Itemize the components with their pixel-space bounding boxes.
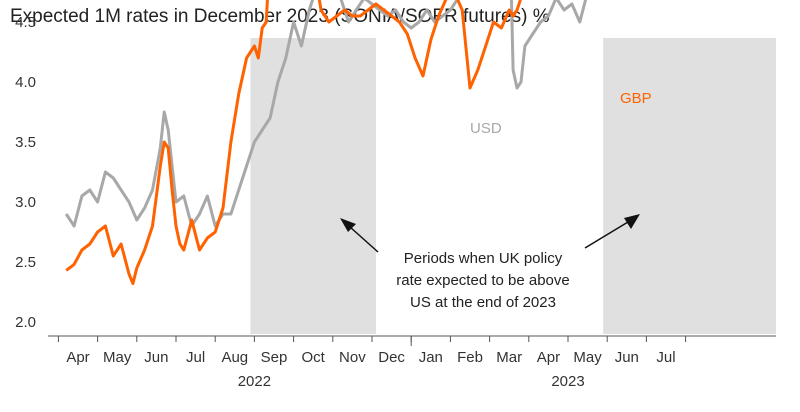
x-tick-label: Oct	[302, 349, 326, 366]
annotation-line: rate expected to be above	[396, 272, 569, 289]
series-labels: GBP USD	[470, 90, 652, 137]
y-tick: 3.0	[15, 194, 36, 211]
x-tick-label: Mar	[496, 349, 522, 366]
x-tick-label: Jan	[419, 349, 443, 366]
x-tick-label: Jul	[186, 349, 205, 366]
arrow-head-left	[340, 218, 356, 232]
x-tick-label: Apr	[537, 349, 560, 366]
x-tick-label: Apr	[66, 349, 89, 366]
x-tick-label: Jun	[615, 349, 639, 366]
y-tick: 3.5	[15, 134, 36, 151]
annotation-line: Periods when UK policy	[404, 250, 563, 267]
legend-label-gbp: GBP	[620, 90, 652, 107]
x-tick-label: Nov	[339, 349, 366, 366]
x-tick-label: May	[103, 349, 132, 366]
y-tick-label: 4.5	[15, 14, 36, 31]
x-tick-label: Sep	[261, 349, 288, 366]
x-tick-label: Jun	[144, 349, 168, 366]
y-tick-label: 2.5	[15, 254, 36, 271]
legend-label-usd: USD	[470, 120, 502, 137]
x-axis: Apr May Jun Jul Aug Sep Oct Nov Dec Jan Feb Mar Apr M…	[48, 335, 776, 390]
year-label: 2023	[551, 373, 584, 390]
x-tick-label: Aug	[221, 349, 248, 366]
shaded-period-2	[603, 38, 776, 334]
annotation-line: US at the end of 2023	[410, 294, 556, 311]
arrow-head-right	[624, 214, 640, 229]
annotation-arrow-right	[584, 221, 629, 249]
y-tick-label: 2.0	[15, 314, 36, 331]
y-axis-ticks: 2.02.53.03.54.04.55.05.56.06.5	[15, 14, 36, 331]
year-label: 2022	[238, 373, 271, 390]
y-tick: 2.0	[15, 314, 36, 331]
series-line-usd	[64, 0, 588, 228]
x-tick-label: Feb	[457, 349, 483, 366]
series-line-gbp	[65, 0, 522, 286]
y-tick-label: 3.5	[15, 134, 36, 151]
y-tick-label: 4.0	[15, 74, 36, 91]
y-tick: 4.5	[15, 14, 36, 31]
shaded-period-1	[250, 38, 376, 334]
x-tick-label: Jul	[656, 349, 675, 366]
y-tick: 4.0	[15, 74, 36, 91]
x-tick-label: Dec	[378, 349, 405, 366]
annotation-arrow-left	[349, 226, 379, 253]
y-tick: 2.5	[15, 254, 36, 271]
shaded-periods	[250, 38, 776, 334]
chart-title: Expected 1M rates in December 2023 (SONI…	[10, 6, 550, 27]
annotation: Periods when UK policy rate expected to b…	[340, 214, 640, 311]
series-lines	[64, 0, 588, 286]
y-tick-label: 3.0	[15, 194, 36, 211]
x-tick-label: May	[573, 349, 602, 366]
